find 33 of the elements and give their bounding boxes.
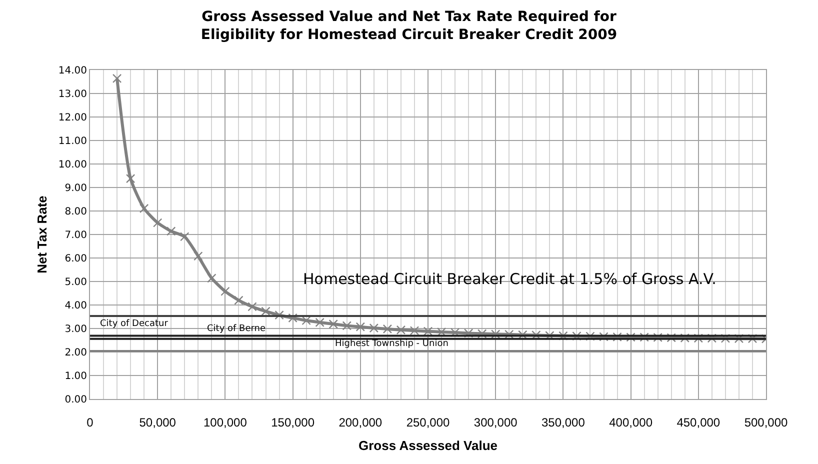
- y-tick-label: 13.00: [58, 89, 87, 100]
- x-tick-label: 0: [86, 415, 94, 430]
- ref-line-label: City of Decatur: [100, 319, 168, 329]
- x-tick-label: 100,000: [204, 415, 248, 430]
- y-axis-title: Net Tax Rate: [34, 196, 50, 274]
- x-tick-label: 400,000: [609, 415, 653, 430]
- ref-line-label: City of Berne: [207, 324, 266, 334]
- x-tick-label: 250,000: [406, 415, 450, 430]
- y-tick-label: 1.00: [64, 371, 87, 382]
- x-axis-title: Gross Assessed Value: [358, 438, 498, 453]
- y-tick-label: 6.00: [64, 254, 87, 264]
- x-tick-label: 50,000: [139, 415, 176, 430]
- x-tick-label: 300,000: [474, 415, 518, 430]
- y-tick-label: 14.00: [58, 66, 87, 76]
- y-tick-label: 7.00: [64, 230, 87, 241]
- x-tick-label: 350,000: [542, 415, 586, 430]
- chart-title: Gross Assessed Value and Net Tax Rate Required for Eligibility for Homestead Circuit Breaker Credit 2009: [200, 8, 618, 44]
- y-tick-label: 8.00: [64, 206, 87, 218]
- y-tick-label: 12.00: [58, 112, 87, 124]
- x-tick-label: 200,000: [338, 415, 382, 430]
- y-tick-label: 11.00: [58, 136, 87, 147]
- y-tick-label: 10.00: [58, 160, 87, 170]
- y-tick-label: 5.00: [64, 277, 87, 288]
- y-tick-label: 3.00: [64, 324, 87, 335]
- x-tick-label: 500,000: [744, 415, 788, 430]
- annotation: Homestead Circuit Breaker Credit at 1.5% of Gross A.V.: [303, 270, 716, 288]
- x-tick-label: 450,000: [676, 415, 720, 430]
- x-tick-label: 150,000: [271, 415, 315, 430]
- ref-line-label: Highest Township - Union: [335, 339, 448, 349]
- y-tick-label: 0.00: [64, 394, 87, 406]
- y-tick-label: 2.00: [64, 348, 87, 358]
- y-tick-label: 4.00: [64, 300, 87, 312]
- y-tick-label: 9.00: [64, 183, 87, 194]
